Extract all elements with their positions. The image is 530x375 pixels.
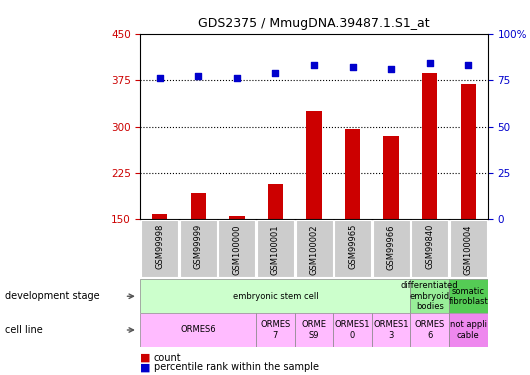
Title: GDS2375 / MmugDNA.39487.1.S1_at: GDS2375 / MmugDNA.39487.1.S1_at bbox=[198, 17, 430, 30]
Bar bbox=[141, 220, 178, 277]
Bar bbox=[229, 216, 244, 219]
Bar bbox=[461, 84, 476, 219]
Bar bbox=[152, 214, 167, 219]
Text: somatic
fibroblast: somatic fibroblast bbox=[448, 286, 488, 306]
Text: percentile rank within the sample: percentile rank within the sample bbox=[154, 363, 319, 372]
Bar bbox=[140, 279, 410, 313]
Bar bbox=[256, 313, 295, 347]
Point bbox=[348, 64, 357, 70]
Bar bbox=[449, 279, 488, 313]
Text: ORMES6: ORMES6 bbox=[181, 326, 216, 334]
Text: ORMES
7: ORMES 7 bbox=[260, 320, 290, 340]
Text: GSM99998: GSM99998 bbox=[155, 224, 164, 269]
Point bbox=[426, 60, 434, 66]
Text: ORMES1
0: ORMES1 0 bbox=[335, 320, 370, 340]
Bar bbox=[257, 220, 294, 277]
Bar bbox=[449, 313, 488, 347]
Text: development stage: development stage bbox=[5, 291, 100, 301]
Bar bbox=[218, 220, 255, 277]
Bar bbox=[450, 220, 487, 277]
Text: differentiated
embryoid
bodies: differentiated embryoid bodies bbox=[401, 281, 458, 311]
Bar bbox=[383, 136, 399, 219]
Bar bbox=[296, 220, 332, 277]
Text: ORME
S9: ORME S9 bbox=[302, 320, 326, 340]
Bar bbox=[191, 193, 206, 219]
Text: GSM99840: GSM99840 bbox=[425, 224, 434, 269]
Text: GSM99965: GSM99965 bbox=[348, 224, 357, 269]
Bar bbox=[333, 313, 372, 347]
Text: cell line: cell line bbox=[5, 325, 43, 335]
Text: GSM99999: GSM99999 bbox=[194, 224, 203, 269]
Text: ■: ■ bbox=[140, 363, 151, 372]
Text: not appli
cable: not appli cable bbox=[450, 320, 487, 340]
Bar bbox=[410, 313, 449, 347]
Bar bbox=[411, 220, 448, 277]
Bar bbox=[410, 279, 449, 313]
Bar bbox=[372, 313, 410, 347]
Text: GSM100004: GSM100004 bbox=[464, 224, 473, 274]
Point bbox=[310, 62, 318, 68]
Bar bbox=[295, 313, 333, 347]
Point bbox=[233, 75, 241, 81]
Bar bbox=[373, 220, 410, 277]
Point bbox=[387, 66, 395, 72]
Text: ■: ■ bbox=[140, 353, 151, 363]
Text: embryonic stem cell: embryonic stem cell bbox=[233, 292, 319, 301]
Point bbox=[464, 62, 473, 68]
Point bbox=[155, 75, 164, 81]
Bar bbox=[140, 313, 256, 347]
Bar bbox=[268, 184, 283, 219]
Bar bbox=[334, 220, 371, 277]
Text: GSM100002: GSM100002 bbox=[310, 224, 319, 274]
Point bbox=[271, 70, 280, 76]
Text: GSM99966: GSM99966 bbox=[387, 224, 396, 270]
Bar bbox=[180, 220, 217, 277]
Text: GSM100001: GSM100001 bbox=[271, 224, 280, 274]
Bar bbox=[306, 111, 322, 219]
Text: GSM100000: GSM100000 bbox=[232, 224, 241, 274]
Bar bbox=[345, 129, 360, 219]
Bar bbox=[422, 73, 437, 219]
Text: count: count bbox=[154, 353, 181, 363]
Text: ORMES
6: ORMES 6 bbox=[414, 320, 445, 340]
Text: ORMES1
3: ORMES1 3 bbox=[374, 320, 409, 340]
Point bbox=[194, 74, 202, 80]
